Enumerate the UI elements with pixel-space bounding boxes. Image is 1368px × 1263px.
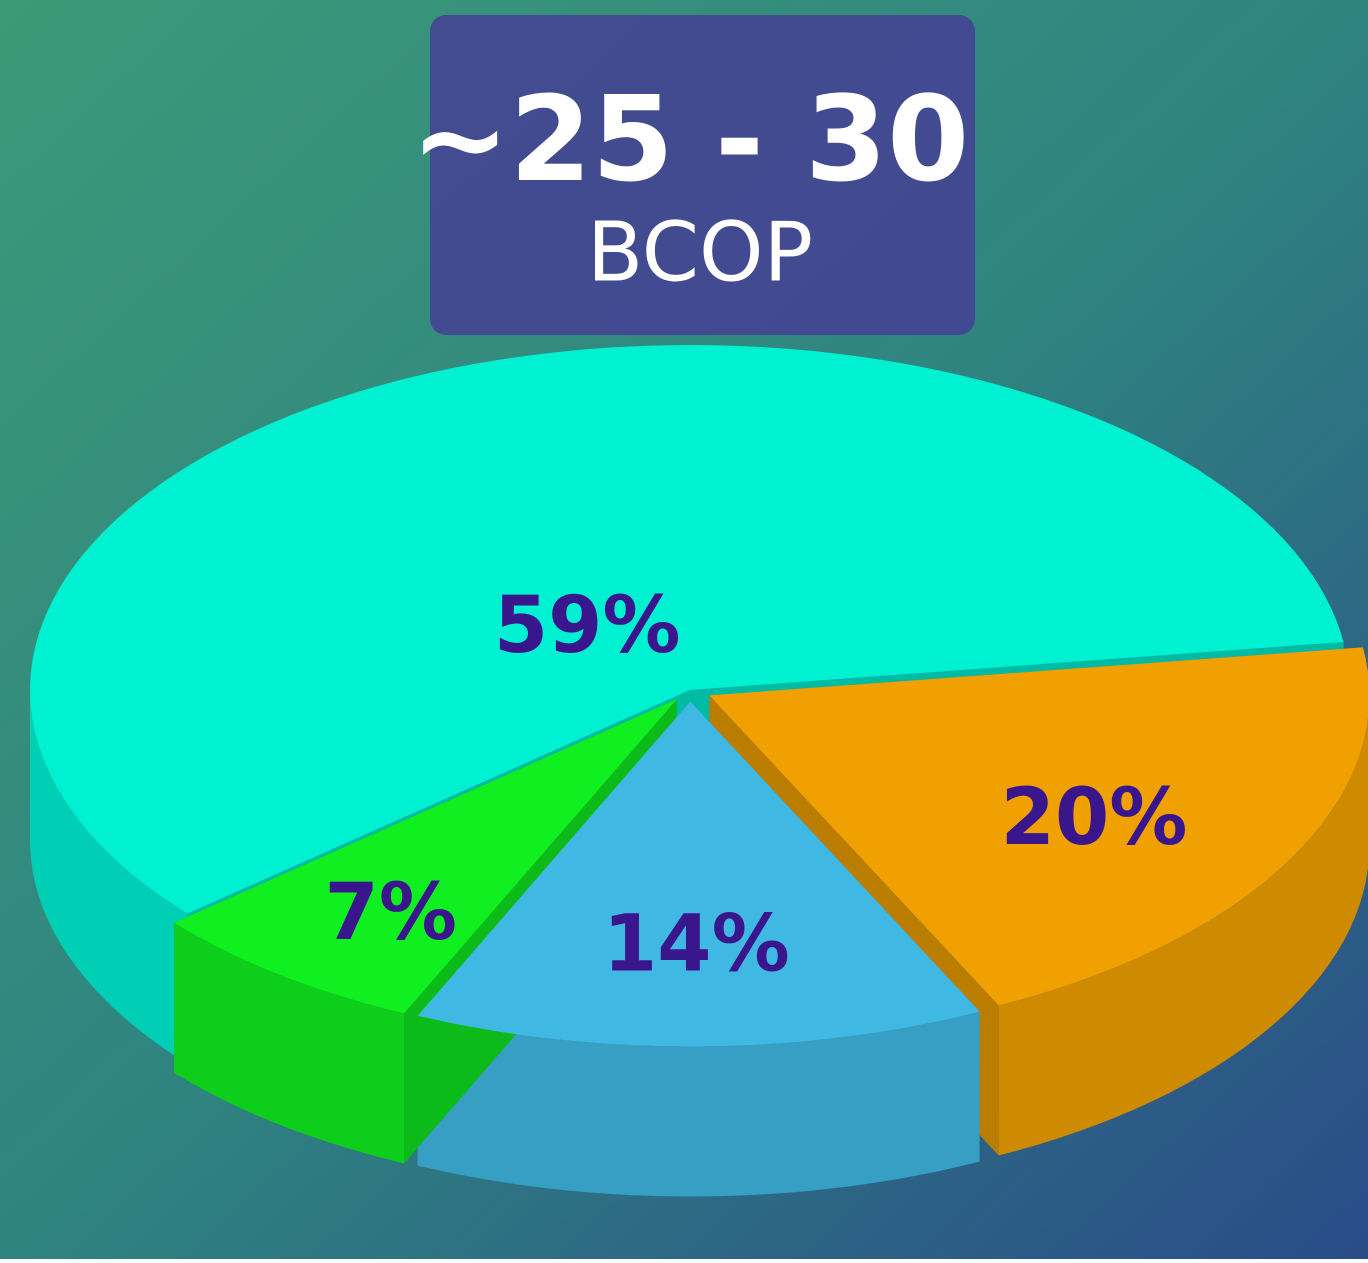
- title-box: [430, 15, 975, 335]
- slice-side: [417, 1011, 980, 1197]
- pie: 59% 20% 14% 7%: [30, 345, 1368, 1197]
- pie-slice: [709, 647, 1368, 1006]
- chart-subtitle: BCOP: [587, 205, 813, 300]
- data-label: 59%: [494, 581, 681, 671]
- data-label: 14%: [603, 900, 790, 990]
- chart-title: ~25 - 30: [411, 70, 969, 208]
- slice-side: [174, 922, 405, 1164]
- data-label: 7%: [325, 868, 457, 958]
- pie-slice: [174, 699, 677, 1014]
- pie-slice: [417, 701, 980, 1047]
- slice-side: [998, 717, 1368, 1156]
- pie-slice: [30, 345, 1344, 914]
- slice-side: [30, 690, 188, 1064]
- data-label: 20%: [1001, 773, 1188, 863]
